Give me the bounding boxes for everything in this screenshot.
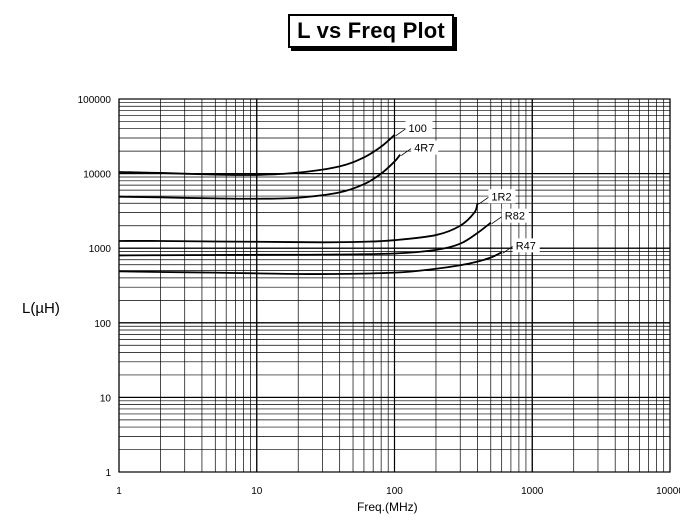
series-label-100: 100 [409, 123, 427, 135]
series-line-100 [118, 134, 396, 176]
chart-title: L vs Freq Plot [288, 14, 454, 48]
series-label-R82: R82 [505, 211, 525, 223]
series-label-leader [478, 196, 489, 205]
y-tick-label: 1 [105, 468, 111, 479]
x-axis-label: Freq.(MHz) [357, 500, 418, 514]
y-tick-label: 1000 [89, 244, 112, 255]
y-axis-label: L(µH) [22, 300, 60, 317]
curves [118, 134, 503, 275]
x-tick-label: 10 [251, 486, 263, 497]
x-tick-label: 100 [386, 486, 403, 497]
y-tick-label: 100000 [78, 95, 112, 106]
x-tick-label: 1000 [521, 486, 544, 497]
series-line-R47 [118, 251, 503, 275]
series-label-leader [502, 246, 513, 254]
series-label-bg [512, 238, 540, 253]
series-label-leader [400, 148, 412, 156]
series-line-4R7 [118, 153, 401, 200]
series-label-bg [501, 208, 529, 223]
grid [118, 98, 671, 473]
tick-labels: 1 10 100 1000 10000 100000 10000 1000 100 10 1 [78, 95, 680, 497]
y-tick-label: 10000 [83, 170, 111, 181]
series-label-bg [411, 140, 439, 155]
curve-labels: 100 4R7 1R2 R82 R47 [395, 120, 540, 254]
series-line-1R2 [118, 203, 479, 244]
series-label-4R7: 4R7 [414, 143, 434, 155]
series-label-bg [488, 189, 516, 204]
series-label-leader [491, 216, 503, 224]
x-tick-label: 1 [116, 486, 122, 497]
series-line-R82 [118, 221, 492, 257]
y-tick-label: 100 [94, 319, 111, 330]
x-tick-label: 10000 [656, 486, 680, 497]
y-tick-label: 10 [100, 393, 112, 404]
series-label-bg [405, 120, 433, 135]
series-label-1R2: 1R2 [491, 191, 511, 203]
series-label-R47: R47 [516, 240, 536, 252]
series-label-leader [395, 128, 406, 137]
